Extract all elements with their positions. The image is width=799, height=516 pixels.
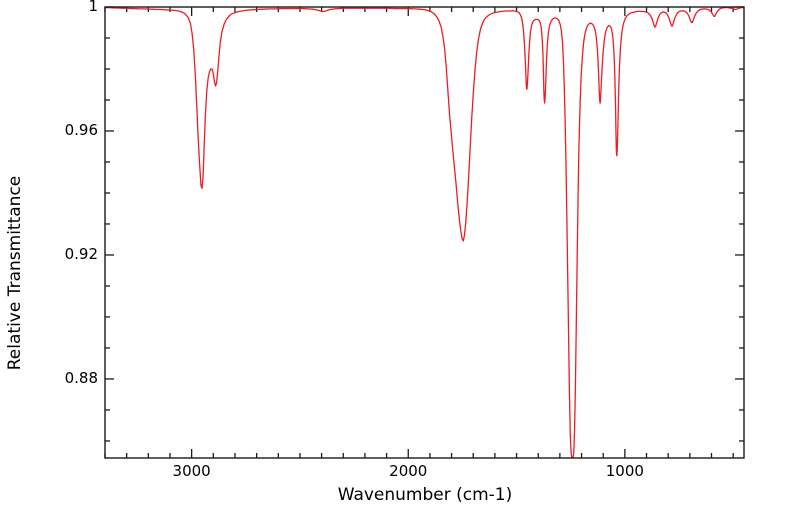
y-tick-label: 0.88 xyxy=(64,368,98,387)
axis-ticks xyxy=(104,6,744,458)
axis-frame xyxy=(104,6,745,459)
x-tick-label: 1000 xyxy=(605,462,644,480)
x-tick-label: 3000 xyxy=(172,462,211,480)
x-tick-label: 2000 xyxy=(389,462,428,480)
spectrum-line xyxy=(105,7,744,458)
y-tick-label: 0.96 xyxy=(64,120,98,139)
x-axis-title: Wavenumber (cm-1) xyxy=(337,485,513,505)
y-tick-label: 1 xyxy=(88,0,98,15)
y-tick-label: 0.92 xyxy=(64,244,98,263)
